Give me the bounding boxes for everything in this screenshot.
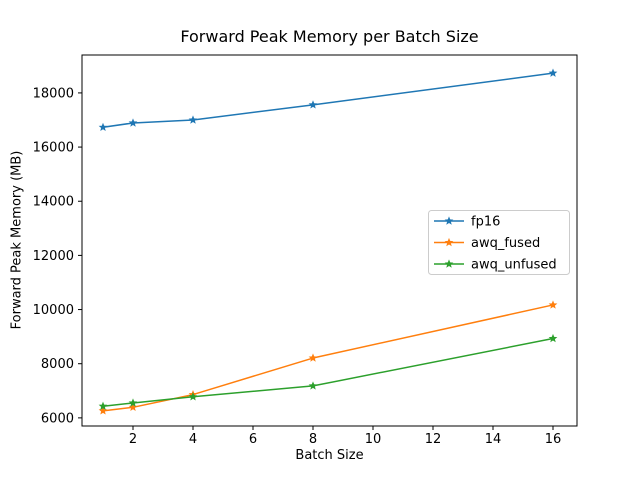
legend-star-marker-fp16 (444, 216, 454, 225)
legend-star-marker-awq_unfused (444, 259, 454, 268)
star-marker-awq_unfused (128, 398, 138, 407)
legend-label-awq_fused: awq_fused (471, 236, 540, 251)
star-marker-awq_unfused (308, 381, 318, 390)
star-marker-awq_unfused (98, 401, 108, 410)
star-marker-fp16 (548, 68, 558, 77)
plot-border (81, 54, 578, 427)
y-tick-label: 10000 (33, 303, 74, 318)
x-axis-label: Batch Size (295, 448, 364, 463)
line-fp16 (102, 72, 554, 129)
star-marker-fp16 (128, 118, 138, 127)
legend-label-awq_unfused: awq_unfused (471, 258, 557, 273)
star-marker-awq_fused (308, 353, 318, 362)
legend: fp16 awq_fused awq_unfused (428, 210, 570, 275)
x-tick-label: 12 (425, 432, 442, 447)
star-marker-fp16 (308, 100, 318, 109)
star-marker-awq_unfused (188, 392, 198, 401)
y-axis-label: Forward Peak Memory (MB) (9, 150, 25, 330)
y-tick-label: 18000 (33, 86, 74, 101)
y-tick-label: 6000 (41, 411, 74, 426)
star-marker-fp16 (98, 122, 108, 132)
line-awq_fused (102, 304, 554, 412)
x-tick-label: 6 (249, 432, 257, 447)
y-tick-label: 12000 (33, 249, 74, 264)
star-marker-awq_unfused (548, 333, 558, 343)
x-tick-label: 10 (365, 432, 382, 447)
star-marker-awq_fused (548, 300, 558, 309)
y-tick-label: 8000 (41, 357, 74, 372)
x-tick-label: 8 (309, 432, 317, 447)
line-awq_unfused (102, 337, 554, 407)
star-marker-awq_fused (98, 406, 108, 415)
chart-title: Forward Peak Memory per Batch Size (180, 27, 479, 46)
series-awq_unfused (98, 333, 558, 410)
y-tick-label: 16000 (33, 141, 74, 156)
x-tick-label: 2 (129, 432, 137, 447)
legend-label-fp16: fp16 (471, 215, 500, 230)
x-tick-label: 16 (545, 432, 562, 447)
legend-star-marker-awq_fused (444, 237, 454, 247)
series-awq_fused (98, 300, 558, 415)
series-fp16 (98, 68, 558, 132)
x-tick-label: 4 (189, 432, 197, 447)
star-marker-fp16 (188, 115, 198, 124)
x-tick-label: 14 (485, 432, 502, 447)
legend-box (428, 210, 570, 275)
star-marker-awq_fused (128, 402, 138, 412)
y-tick-label: 14000 (33, 195, 74, 210)
